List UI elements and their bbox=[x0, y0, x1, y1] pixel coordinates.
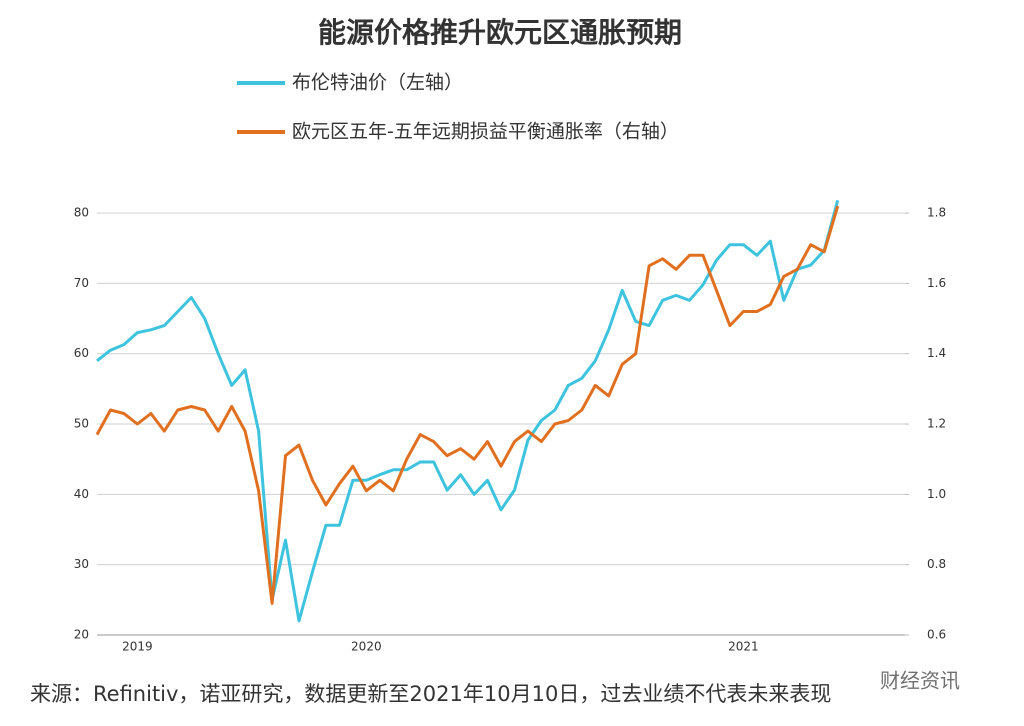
y-tick-label: 70 bbox=[74, 276, 89, 290]
y-tick-label: 30 bbox=[74, 557, 89, 571]
y2-tick-label: 1.6 bbox=[927, 276, 946, 290]
y-tick-label: 40 bbox=[74, 487, 89, 501]
y2-tick-label: 0.8 bbox=[927, 557, 946, 571]
y-tick-label: 50 bbox=[74, 417, 89, 431]
series-line bbox=[96, 200, 840, 623]
x-tick-label: 2021 bbox=[728, 640, 759, 654]
y2-tick-label: 1.0 bbox=[927, 487, 946, 501]
series-line bbox=[95, 205, 840, 605]
y-tick-label: 20 bbox=[74, 628, 89, 642]
y2-tick-label: 1.4 bbox=[927, 346, 946, 360]
y2-tick-label: 1.2 bbox=[927, 417, 946, 431]
x-tick-label: 2020 bbox=[351, 640, 382, 654]
y2-tick-label: 1.8 bbox=[927, 206, 946, 220]
y2-tick-label: 0.6 bbox=[927, 628, 946, 642]
legend-label: 欧元区五年-五年远期损益平衡通胀率（右轴） bbox=[292, 121, 679, 143]
source-note: 来源：Refinitiv，诺亚研究，数据更新至2021年10月10日，过去业绩不… bbox=[30, 682, 831, 706]
legend-label: 布伦特油价（左轴） bbox=[292, 72, 463, 94]
x-tick-label: 2019 bbox=[122, 640, 153, 654]
chart-title: 能源价格推升欧元区通胀预期 bbox=[318, 16, 682, 49]
watermark: 财经资讯 bbox=[880, 669, 960, 693]
y-tick-label: 60 bbox=[74, 346, 89, 360]
y-tick-label: 80 bbox=[74, 206, 89, 220]
